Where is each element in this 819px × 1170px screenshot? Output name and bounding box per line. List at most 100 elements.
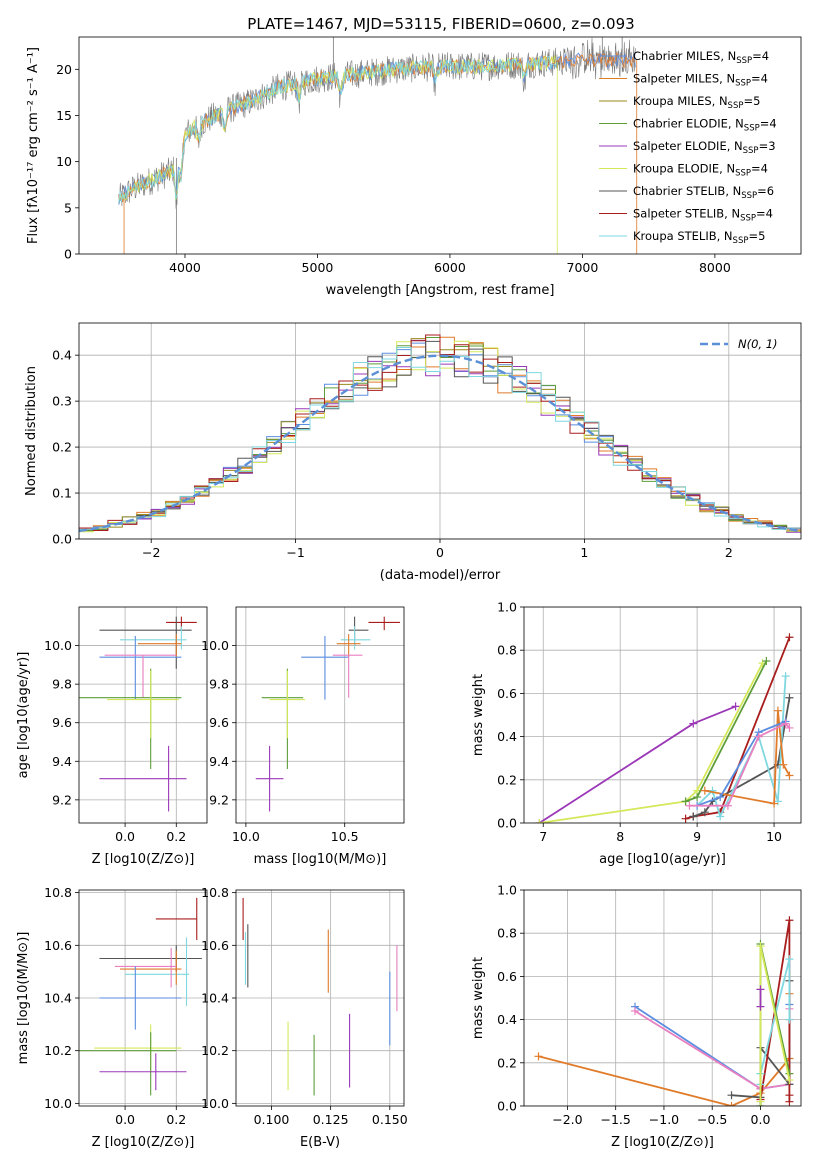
x-tick-label: 7	[539, 829, 547, 844]
y-tick-label: 10.0	[44, 638, 72, 653]
weight-marker	[535, 819, 544, 823]
weight-marker	[716, 793, 725, 802]
legend-label: Salpeter STELIB, NSSP=4	[633, 207, 773, 224]
axes-frame	[78, 606, 208, 824]
y-axis-label: Normed distribution	[24, 366, 39, 496]
axes-massweight_vs_age: 7 8 9 10 0.0 0.2 0.4 0.6 0.8 1.0 age [log10(age/yr…	[471, 600, 802, 867]
axes-spectrum: 4000 5000 6000 7000 8000 0 5 10 15 20 wavelength […	[26, 36, 802, 298]
plot-area-massweight_vs_Z	[524, 890, 801, 1106]
x-tick-label: 4000	[169, 260, 201, 275]
axes-frame	[78, 322, 802, 540]
legend-nssp: =5	[743, 94, 760, 108]
weight-marker	[700, 808, 709, 817]
observed-spectrum	[118, 37, 636, 209]
x-tick-label: 0.0	[115, 1112, 135, 1127]
plot-area-age_vs_Z	[79, 607, 207, 823]
weight-marker	[781, 719, 790, 728]
axes-age_vs_Z: 0.0 0.2 9.2 9.4 9.6 9.8 10.0 Z [log10(Z/Z⊙)] age…	[16, 606, 208, 867]
weight-marker	[785, 1015, 794, 1024]
legend-label: Kroupa STELIB, NSSP=5	[633, 229, 765, 246]
legend-name: Chabrier STELIB, N	[633, 184, 741, 198]
legend-label: Kroupa ELODIE, NSSP=4	[633, 162, 768, 179]
y-tick-label: 0	[64, 247, 72, 262]
y-tick-label: 0.0	[52, 532, 72, 547]
x-tick-label: 0.2	[166, 1112, 186, 1127]
legend-nssp: =4	[756, 207, 773, 221]
y-tick-label: 9.2	[52, 792, 72, 807]
weight-marker	[716, 812, 725, 821]
plot-area-spectrum	[118, 37, 638, 254]
legend-label-gauss: N(0, 1)	[738, 337, 778, 351]
weight-marker	[693, 793, 702, 802]
x-tick-label: 10.0	[232, 829, 260, 844]
y-tick-label: 9.6	[209, 715, 229, 730]
x-tick-label: 10.5	[331, 829, 359, 844]
axes-frame	[235, 889, 405, 1107]
legend-subscript: SSP	[743, 146, 759, 156]
y-tick-label: 10.6	[201, 938, 229, 953]
legend-name: Kroupa MILES, N	[633, 94, 728, 108]
legend-nssp: =4	[760, 117, 777, 131]
histogram-kroupa-stelib	[79, 347, 801, 539]
legend-nssp: =4	[751, 72, 768, 86]
y-axis-label: mass weight	[471, 674, 486, 756]
weight-marker	[756, 1097, 765, 1106]
y-tick-label: 10.4	[44, 991, 72, 1006]
weight-marker	[785, 1076, 794, 1085]
y-tick-label: 0.8	[497, 643, 517, 658]
y-tick-label: 10.0	[201, 638, 229, 653]
weight-marker	[630, 1006, 639, 1015]
plot-area-mass_vs_EBV	[236, 890, 404, 1106]
weight-marker	[708, 786, 717, 795]
legend-subscript: SSP	[741, 191, 757, 201]
legend-subscript: SSP	[735, 79, 751, 89]
legend-subscript: SSP	[728, 101, 744, 111]
axes-age_vs_mass: 10.0 10.5 9.2 9.4 9.6 9.8 10.0 mass [log10(M/M⊙…	[201, 606, 405, 867]
plot-area-age_vs_mass	[236, 607, 404, 823]
y-tick-label: 9.4	[52, 754, 72, 769]
x-tick-label: 0	[436, 545, 444, 560]
y-tick-label: 0.6	[497, 686, 517, 701]
x-axis-label: age [log10(age/yr)]	[599, 852, 726, 867]
x-tick-label: 1	[580, 545, 588, 560]
x-axis-label: (data-model)/error	[380, 568, 501, 583]
legend-subscript: SSP	[735, 169, 751, 179]
axes-mass_vs_Z: 0.0 0.2 10.0 10.2 10.4 10.6 10.8 Z [log10(Z/Z⊙)…	[16, 885, 208, 1150]
y-tick-label: 0.6	[497, 969, 517, 984]
weight-marker	[781, 672, 790, 681]
x-tick-label: 6000	[434, 260, 466, 275]
weight-marker	[762, 657, 771, 665]
axes-mass_vs_EBV: 0.100 0.125 0.150 10.0 10.2 10.4 10.6 10.8 E(B-V…	[201, 885, 408, 1150]
y-tick-label: 9.8	[209, 677, 229, 692]
y-tick-label: 10.0	[44, 1096, 72, 1111]
weight-line-chabrier-elodie	[685, 660, 768, 803]
legend-label: Salpeter MILES, NSSP=4	[633, 72, 768, 89]
x-axis-label: wavelength [Angstrom, rest frame]	[326, 283, 555, 298]
legend-name: Salpeter STELIB, N	[633, 207, 740, 221]
y-tick-label: 10.4	[201, 991, 229, 1006]
weight-marker	[785, 693, 794, 702]
y-tick-label: 5	[64, 200, 72, 215]
weight-marker	[689, 719, 698, 728]
y-tick-label: 0.1	[52, 486, 72, 501]
weight-marker	[727, 1102, 736, 1106]
legend-label: Salpeter ELODIE, NSSP=3	[633, 139, 776, 156]
y-tick-label: 20	[56, 62, 72, 77]
x-tick-label: 10	[766, 829, 782, 844]
axes-frame	[235, 606, 405, 824]
x-tick-label: 5000	[302, 260, 334, 275]
y-tick-label: 9.4	[209, 754, 229, 769]
weight-marker	[754, 732, 763, 741]
legend-label: Chabrier ELODIE, NSSP=4	[633, 117, 777, 134]
legend-nssp: =6	[757, 184, 774, 198]
weight-marker	[727, 1091, 736, 1100]
x-tick-label: 0.0	[115, 829, 135, 844]
weight-marker	[773, 706, 782, 715]
legend-name: Kroupa ELODIE, N	[633, 162, 735, 176]
y-tick-label: 9.8	[52, 677, 72, 692]
axes-residuals: −2 −1 0 1 2 0.0 0.1 0.2 0.3 0.4 (data-model)/error…	[24, 322, 802, 583]
legend-name: Chabrier MILES, N	[633, 49, 736, 63]
y-axis-label: mass [log10(M/M⊙)]	[16, 932, 31, 1065]
y-axis-label: mass weight	[471, 957, 486, 1039]
